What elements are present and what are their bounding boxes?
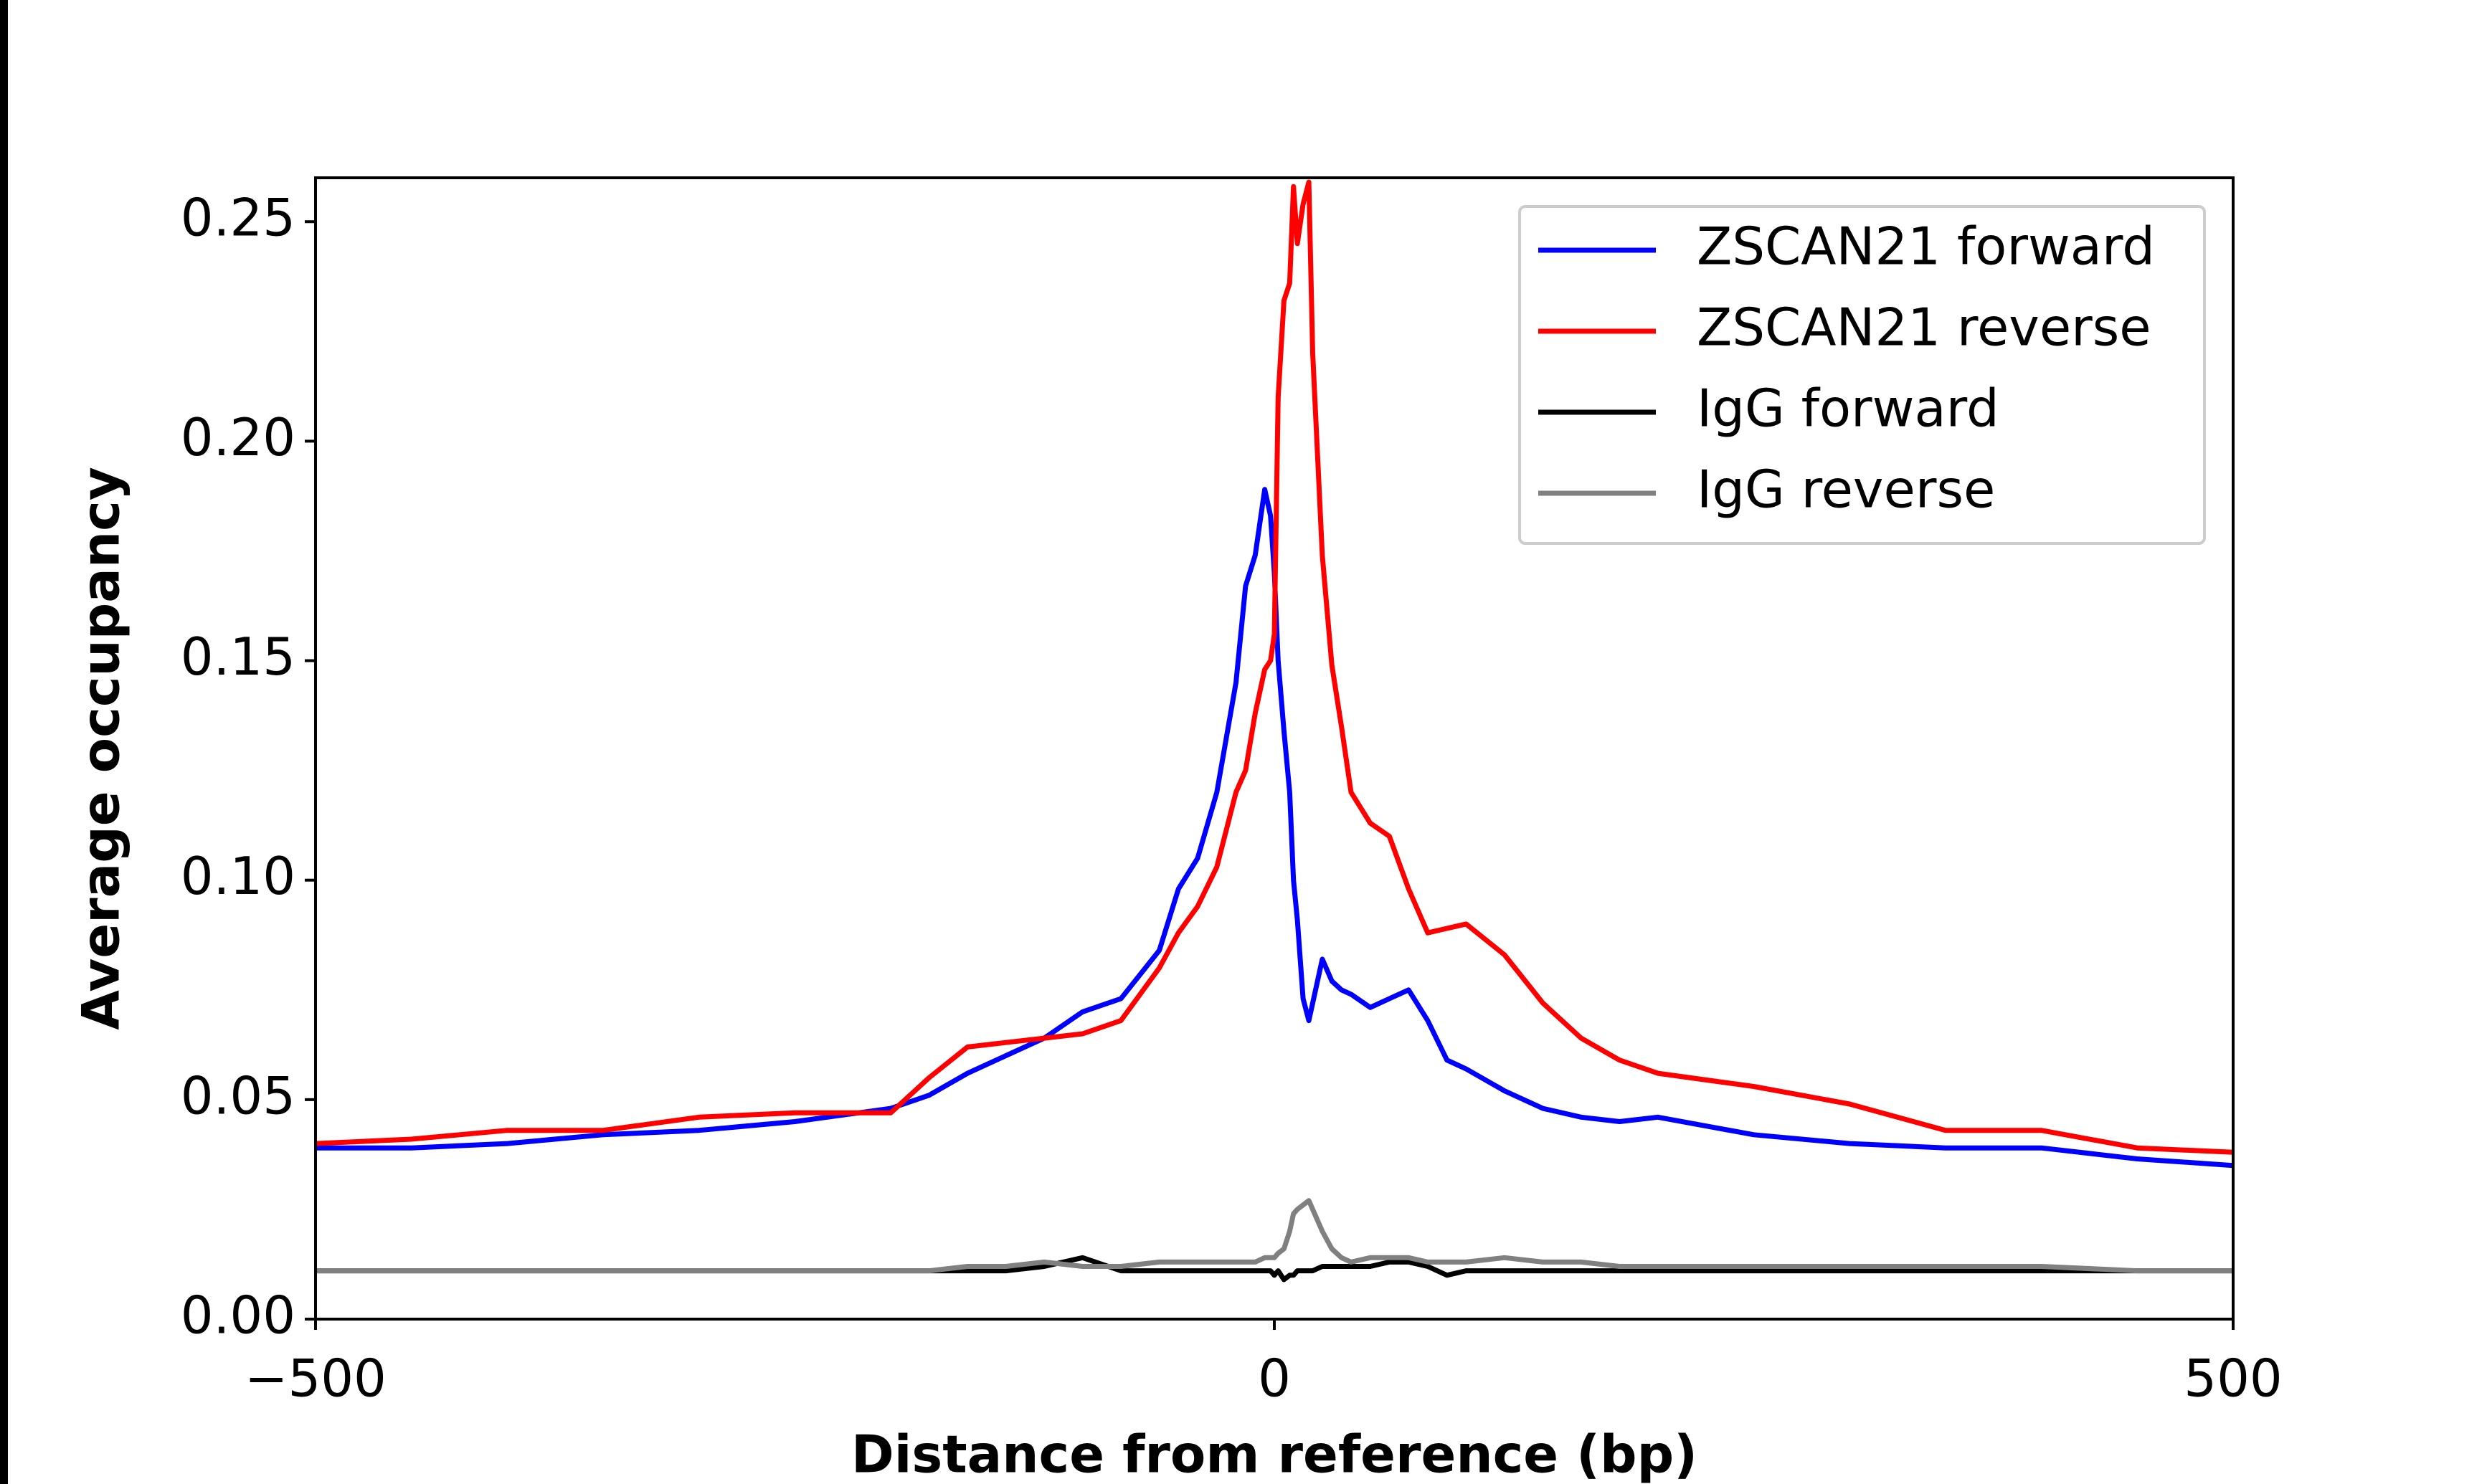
x-tick-label: 500 — [2184, 1349, 2282, 1409]
y-tick-label: 0.20 — [181, 407, 295, 467]
y-tick-label: 0.25 — [181, 188, 295, 248]
series-line — [316, 179, 2233, 1155]
legend-label: ZSCAN21 reverse — [1697, 298, 2151, 358]
y-tick-label: 0.00 — [181, 1285, 295, 1346]
frame-edge — [0, 0, 8, 1484]
series-line — [316, 1198, 2233, 1274]
x-tick-label: 0 — [1258, 1349, 1291, 1409]
legend-box — [1518, 205, 2206, 545]
y-tick-label: 0.15 — [181, 627, 295, 687]
legend-label: IgG forward — [1697, 379, 1999, 439]
y-tick-label: 0.05 — [181, 1065, 295, 1126]
x-tick-label: −500 — [245, 1349, 387, 1409]
series-line — [316, 487, 2233, 1169]
series-line — [316, 1255, 2233, 1283]
y-axis-label: Average occupancy — [71, 467, 131, 1030]
x-axis-label: Distance from reference (bp) — [851, 1424, 1697, 1484]
legend-label: ZSCAN21 forward — [1697, 217, 2155, 277]
y-tick-label: 0.10 — [181, 846, 295, 906]
legend-label: IgG reverse — [1697, 460, 1995, 520]
